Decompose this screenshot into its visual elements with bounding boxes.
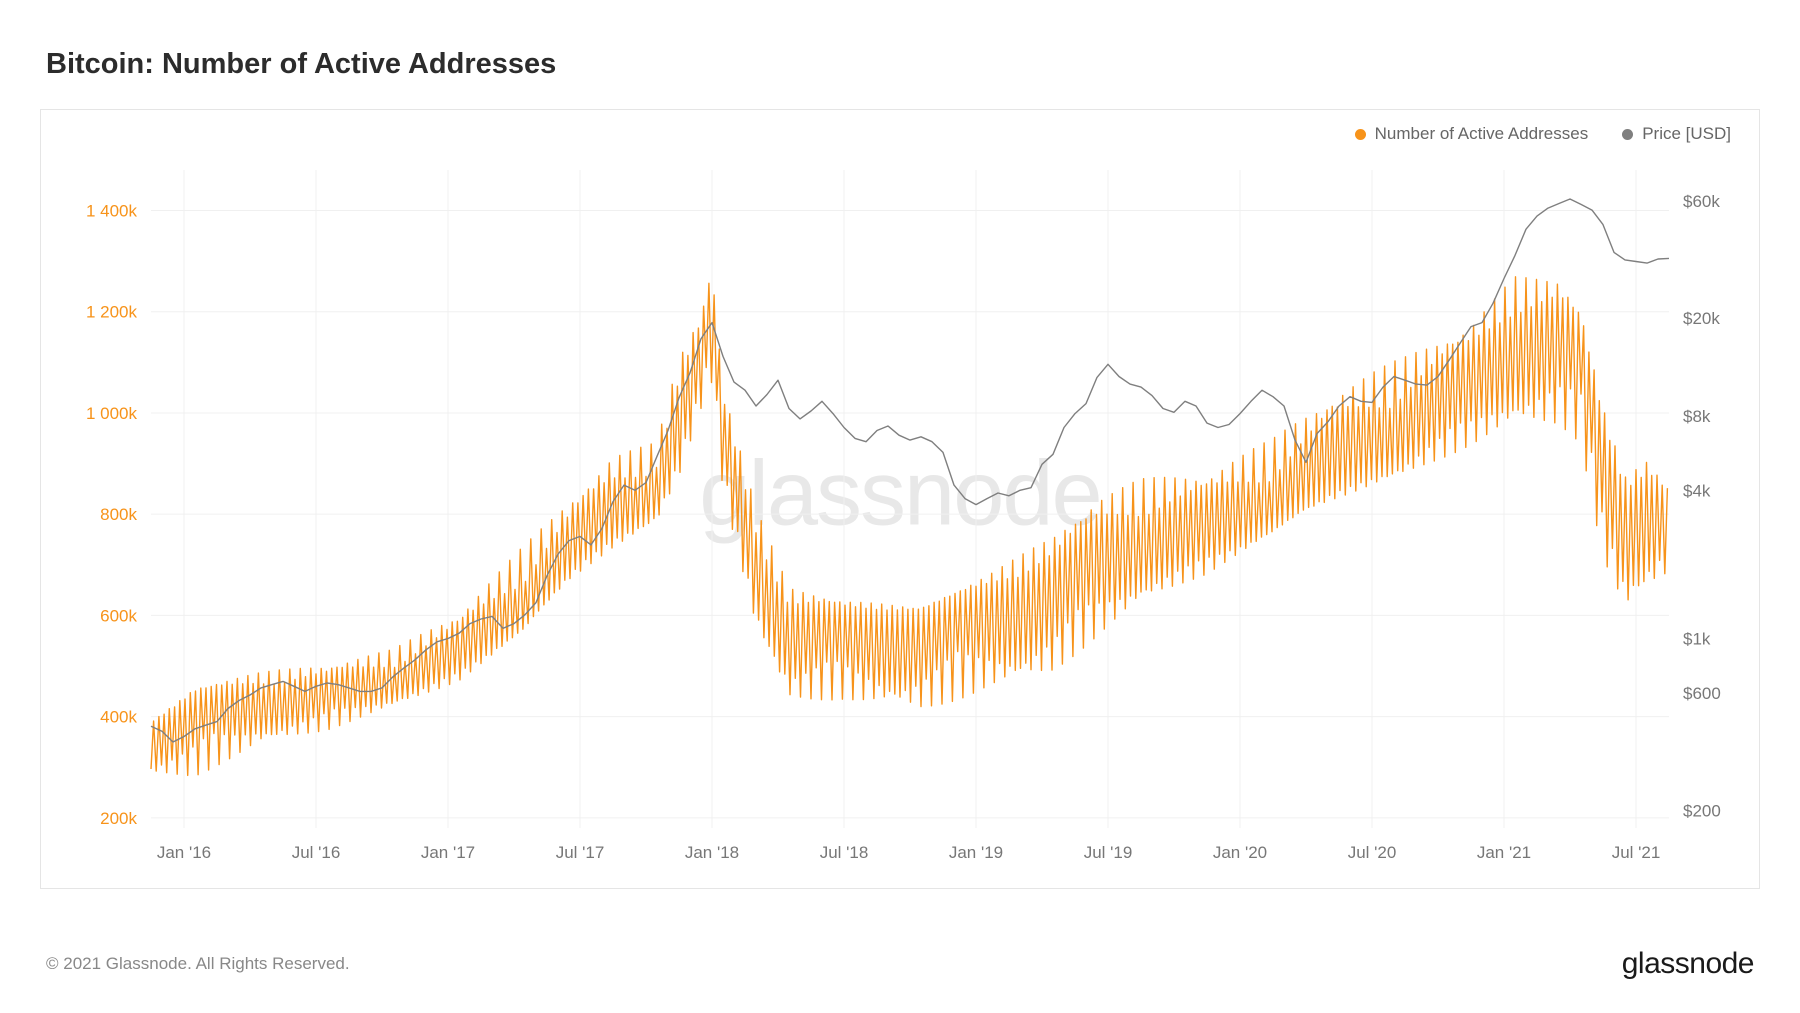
legend-label-price: Price [USD] [1642,124,1731,144]
svg-text:$20k: $20k [1683,309,1720,328]
svg-text:$600: $600 [1683,684,1721,703]
svg-text:1 200k: 1 200k [86,303,138,322]
plot-area: Jan '16Jul '16Jan '17Jul '17Jan '18Jul '… [151,170,1669,828]
svg-text:$1k: $1k [1683,630,1711,649]
svg-text:Jan '18: Jan '18 [685,843,739,862]
svg-text:Jul '18: Jul '18 [820,843,869,862]
chart-container: Number of Active Addresses Price [USD] g… [40,109,1760,889]
copyright-text: © 2021 Glassnode. All Rights Reserved. [46,954,350,974]
legend-dot-addresses [1355,129,1366,140]
footer: © 2021 Glassnode. All Rights Reserved. g… [46,947,1754,981]
svg-text:Jul '19: Jul '19 [1084,843,1133,862]
svg-text:Jan '17: Jan '17 [421,843,475,862]
legend-label-addresses: Number of Active Addresses [1375,124,1589,144]
svg-text:Jul '21: Jul '21 [1612,843,1661,862]
svg-text:$200: $200 [1683,802,1721,821]
svg-text:Jul '16: Jul '16 [292,843,341,862]
svg-text:$60k: $60k [1683,192,1720,211]
svg-text:1 400k: 1 400k [86,201,138,220]
legend-dot-price [1622,129,1633,140]
svg-text:Jan '21: Jan '21 [1477,843,1531,862]
svg-text:600k: 600k [100,606,137,625]
svg-text:Jul '20: Jul '20 [1348,843,1397,862]
chart-title: Bitcoin: Number of Active Addresses [40,48,1760,81]
svg-text:Jul '17: Jul '17 [556,843,605,862]
svg-text:Jan '16: Jan '16 [157,843,211,862]
svg-text:Jan '20: Jan '20 [1213,843,1267,862]
svg-text:$4k: $4k [1683,481,1711,500]
svg-text:1 000k: 1 000k [86,404,138,423]
legend-item-price: Price [USD] [1622,124,1731,144]
svg-text:Jan '19: Jan '19 [949,843,1003,862]
brand-logo: glassnode [1622,947,1754,981]
svg-text:$8k: $8k [1683,407,1711,426]
svg-text:400k: 400k [100,708,137,727]
svg-text:800k: 800k [100,505,137,524]
svg-text:200k: 200k [100,809,137,828]
legend: Number of Active Addresses Price [USD] [1355,124,1731,144]
chart-svg: Jan '16Jul '16Jan '17Jul '17Jan '18Jul '… [151,170,1669,828]
legend-item-addresses: Number of Active Addresses [1355,124,1589,144]
